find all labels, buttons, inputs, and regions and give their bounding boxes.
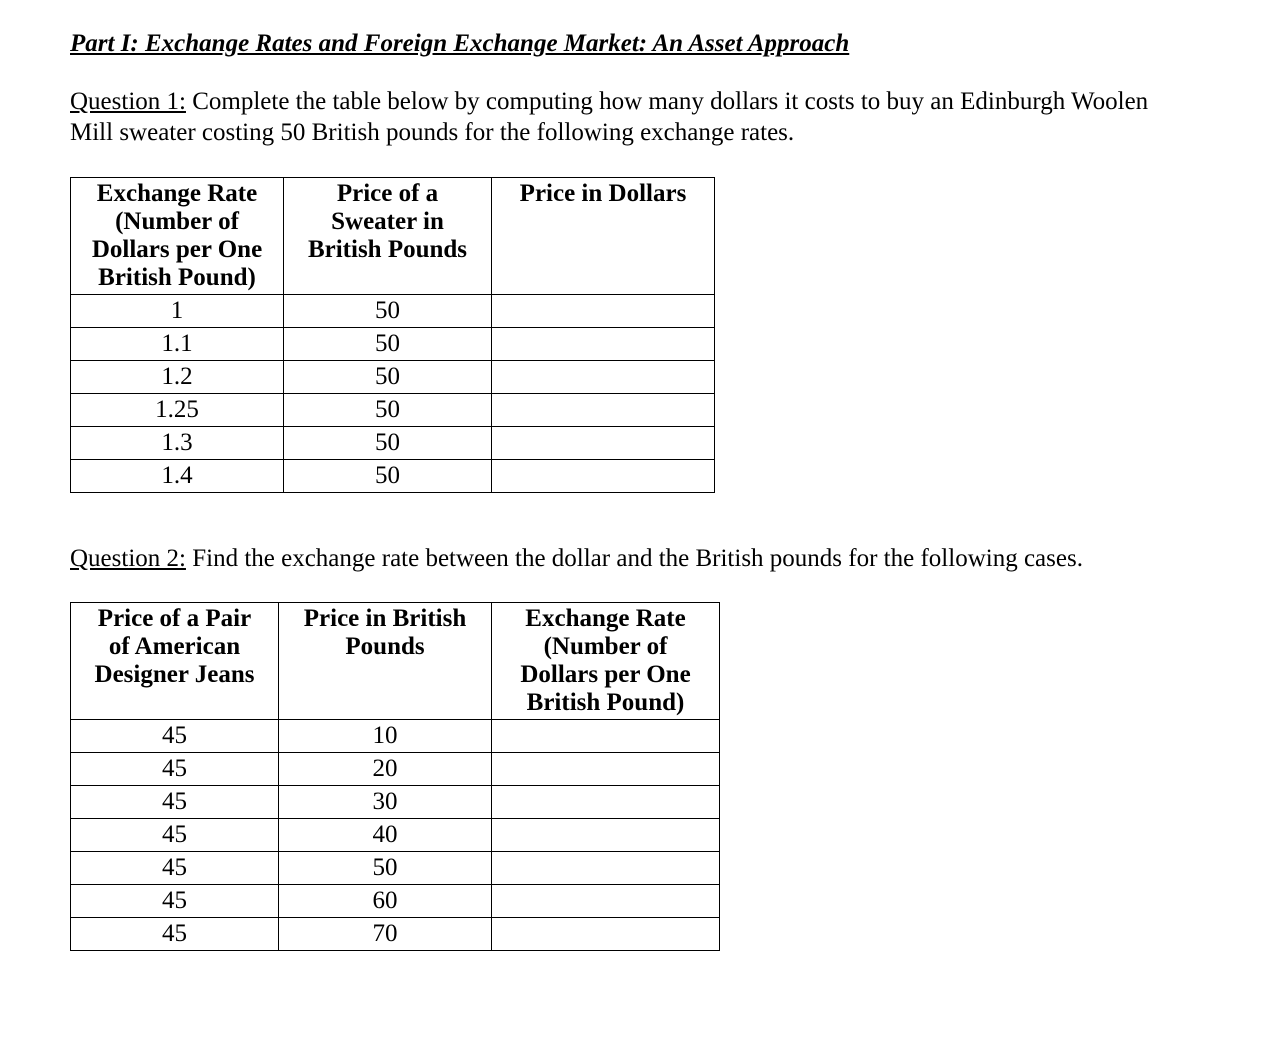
table-cell: 50 — [279, 851, 492, 884]
th-line: Price of a — [337, 180, 438, 207]
th-line: Exchange Rate — [525, 605, 685, 632]
question-2-label: Question 2: — [70, 545, 186, 572]
table-row: 1 50 — [71, 294, 715, 327]
table-cell: 50 — [284, 327, 492, 360]
table-row: 45 30 — [71, 785, 720, 818]
table-cell: 45 — [71, 917, 279, 950]
table-cell: 1.1 — [71, 327, 284, 360]
question-1-label: Question 1: — [70, 88, 186, 115]
table-cell: 20 — [279, 752, 492, 785]
table-cell: 45 — [71, 851, 279, 884]
th-line: Dollars per One — [520, 661, 690, 688]
th-line: Pounds — [345, 633, 424, 660]
th-line: Price in British — [304, 605, 466, 632]
table-row: 1.25 50 — [71, 393, 715, 426]
table-cell — [492, 884, 720, 917]
table-2-col-2-header: Price in British Pounds — [279, 602, 492, 719]
table-cell: 45 — [71, 719, 279, 752]
table-cell — [492, 785, 720, 818]
table-cell — [492, 818, 720, 851]
table-row: 1.1 50 — [71, 327, 715, 360]
th-line: (Number of — [115, 208, 239, 235]
table-cell: 60 — [279, 884, 492, 917]
table-2-header-row: Price of a Pair of American Designer Jea… — [71, 602, 720, 719]
th-line: Price in Dollars — [520, 180, 687, 207]
table-cell — [492, 851, 720, 884]
table-2-col-1-header: Price of a Pair of American Designer Jea… — [71, 602, 279, 719]
th-line: of American — [109, 633, 240, 660]
table-row: 45 20 — [71, 752, 720, 785]
th-line: (Number of — [544, 633, 668, 660]
table-cell: 50 — [284, 459, 492, 492]
th-line: Designer Jeans — [95, 661, 255, 688]
table-cell: 70 — [279, 917, 492, 950]
question-2-text: Find the exchange rate between the dolla… — [186, 545, 1083, 572]
table-cell: 45 — [71, 752, 279, 785]
table-row: 45 50 — [71, 851, 720, 884]
table-cell — [492, 719, 720, 752]
th-line: British Pounds — [308, 236, 467, 263]
table-cell: 50 — [284, 426, 492, 459]
table-cell: 1.4 — [71, 459, 284, 492]
table-1: Exchange Rate (Number of Dollars per One… — [70, 177, 715, 493]
table-cell — [492, 917, 720, 950]
part-heading: Part I: Exchange Rates and Foreign Excha… — [70, 30, 1197, 58]
table-row: 45 70 — [71, 917, 720, 950]
th-line: Sweater in — [331, 208, 444, 235]
question-2-paragraph: Question 2: Find the exchange rate betwe… — [70, 543, 1197, 574]
table-cell: 40 — [279, 818, 492, 851]
th-line: British Pound) — [98, 264, 256, 291]
th-line: Price of a Pair — [98, 605, 251, 632]
table-cell — [492, 459, 715, 492]
table-1-col-2-header: Price of a Sweater in British Pounds — [284, 177, 492, 294]
table-row: 45 10 — [71, 719, 720, 752]
table-cell: 50 — [284, 294, 492, 327]
table-1-header-row: Exchange Rate (Number of Dollars per One… — [71, 177, 715, 294]
table-cell — [492, 426, 715, 459]
table-cell: 45 — [71, 818, 279, 851]
table-row: 1.4 50 — [71, 459, 715, 492]
table-cell — [492, 327, 715, 360]
table-cell: 1.2 — [71, 360, 284, 393]
table-cell: 30 — [279, 785, 492, 818]
th-line: Exchange Rate — [97, 180, 257, 207]
table-1-col-1-header: Exchange Rate (Number of Dollars per One… — [71, 177, 284, 294]
table-row: 1.2 50 — [71, 360, 715, 393]
table-cell: 50 — [284, 393, 492, 426]
table-cell: 10 — [279, 719, 492, 752]
table-2-col-3-header: Exchange Rate (Number of Dollars per One… — [492, 602, 720, 719]
table-1-col-3-header: Price in Dollars — [492, 177, 715, 294]
table-cell — [492, 752, 720, 785]
table-row: 1.3 50 — [71, 426, 715, 459]
question-1-text: Complete the table below by computing ho… — [70, 88, 1148, 146]
table-cell: 45 — [71, 884, 279, 917]
table-2: Price of a Pair of American Designer Jea… — [70, 602, 720, 951]
table-cell — [492, 393, 715, 426]
table-cell — [492, 360, 715, 393]
table-cell — [492, 294, 715, 327]
table-cell: 45 — [71, 785, 279, 818]
th-line: British Pound) — [527, 689, 685, 716]
table-cell: 1.25 — [71, 393, 284, 426]
th-line: Dollars per One — [92, 236, 262, 263]
table-cell: 1.3 — [71, 426, 284, 459]
question-1-paragraph: Question 1: Complete the table below by … — [70, 86, 1197, 149]
table-row: 45 60 — [71, 884, 720, 917]
table-cell: 50 — [284, 360, 492, 393]
table-row: 45 40 — [71, 818, 720, 851]
document-page: Part I: Exchange Rates and Foreign Excha… — [0, 0, 1267, 1041]
table-cell: 1 — [71, 294, 284, 327]
